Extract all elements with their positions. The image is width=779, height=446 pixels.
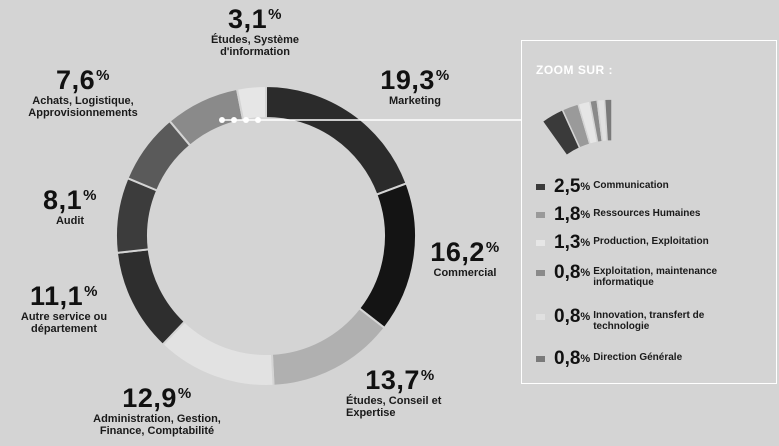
name-etudes-conseil: Études, Conseil et Expertise [346, 395, 442, 419]
zoom-swatch [536, 314, 545, 320]
zoom-title: ZOOM SUR : [536, 63, 613, 77]
zoom-value: 1,8% [554, 204, 591, 225]
name-administration: Administration, Gestion, Finance, Compta… [93, 413, 221, 437]
zoom-swatch [536, 212, 545, 218]
zoom-connector-dot [231, 117, 237, 123]
zoom-fan-slice [603, 98, 613, 142]
label-audit: 8,1% Audit [20, 186, 120, 228]
zoom-label: Exploitation, maintenance informatique [593, 266, 718, 288]
label-achats: 7,6% Achats, Logistique, Approvisionneme… [8, 66, 158, 119]
value-etudes-conseil: 13,7% [365, 365, 435, 395]
label-marketing: 19,3% Marketing [360, 66, 470, 108]
zoom-label: Direction Générale [593, 352, 683, 363]
zoom-connector-dot [243, 117, 249, 123]
zoom-swatch [536, 184, 545, 190]
zoom-value: 0,8% [554, 306, 591, 327]
value-marketing: 19,3% [380, 65, 450, 95]
name-audit: Audit [55, 215, 85, 228]
donut-slice [115, 176, 159, 255]
zoom-value: 0,8% [554, 262, 591, 283]
value-autre: 11,1% [30, 281, 98, 311]
zoom-fan [541, 98, 613, 157]
value-commercial: 16,2% [430, 237, 500, 267]
label-etudes-conseil: 13,7% Études, Conseil et Expertise [330, 366, 470, 419]
value-etudes-si: 3,1% [228, 4, 282, 34]
zoom-panel: ZOOM SUR : 2,5% Communication 1,8% Resso… [521, 40, 777, 384]
zoom-connector-dot [255, 117, 261, 123]
zoom-label: Innovation, transfert de technologie [593, 310, 705, 332]
zoom-value: 2,5% [554, 176, 591, 197]
label-administration: 12,9% Administration, Gestion, Finance, … [72, 384, 242, 437]
zoom-label: Production, Exploitation [593, 236, 709, 247]
donut-slice [235, 84, 267, 122]
zoom-value: 1,3% [554, 232, 591, 253]
name-achats: Achats, Logistique, Approvisionnements [28, 95, 138, 119]
label-autre: 11,1% Autre service ou département [4, 282, 124, 335]
label-commercial: 16,2% Commercial [410, 238, 520, 280]
name-marketing: Marketing [389, 95, 441, 108]
name-commercial: Commercial [433, 267, 497, 280]
zoom-row: 0,8% Innovation, transfert de technologi… [536, 307, 708, 332]
value-administration: 12,9% [122, 383, 192, 413]
name-etudes-si: Études, Système d'information [210, 34, 300, 58]
zoom-value: 0,8% [554, 348, 591, 369]
value-achats: 7,6% [56, 65, 110, 95]
label-etudes-si: 3,1% Études, Système d'information [180, 5, 330, 58]
zoom-swatch [536, 270, 545, 276]
zoom-label: Communication [593, 180, 669, 191]
zoom-row: 0,8% Direction Générale [536, 349, 682, 369]
zoom-swatch [536, 240, 545, 246]
zoom-row: 2,5% Communication [536, 177, 669, 197]
name-autre: Autre service ou département [20, 311, 108, 335]
donut-slice [357, 182, 417, 330]
donut-slice [161, 320, 275, 387]
donut-slice [115, 248, 187, 347]
zoom-row: 1,3% Production, Exploitation [536, 233, 709, 253]
value-audit: 8,1% [43, 185, 97, 215]
zoom-row: 0,8% Exploitation, maintenance informati… [536, 263, 748, 288]
zoom-label: Ressources Humaines [593, 208, 701, 219]
zoom-connector-dot [219, 117, 225, 123]
zoom-row: 1,8% Ressources Humaines [536, 205, 700, 225]
zoom-swatch [536, 356, 545, 362]
